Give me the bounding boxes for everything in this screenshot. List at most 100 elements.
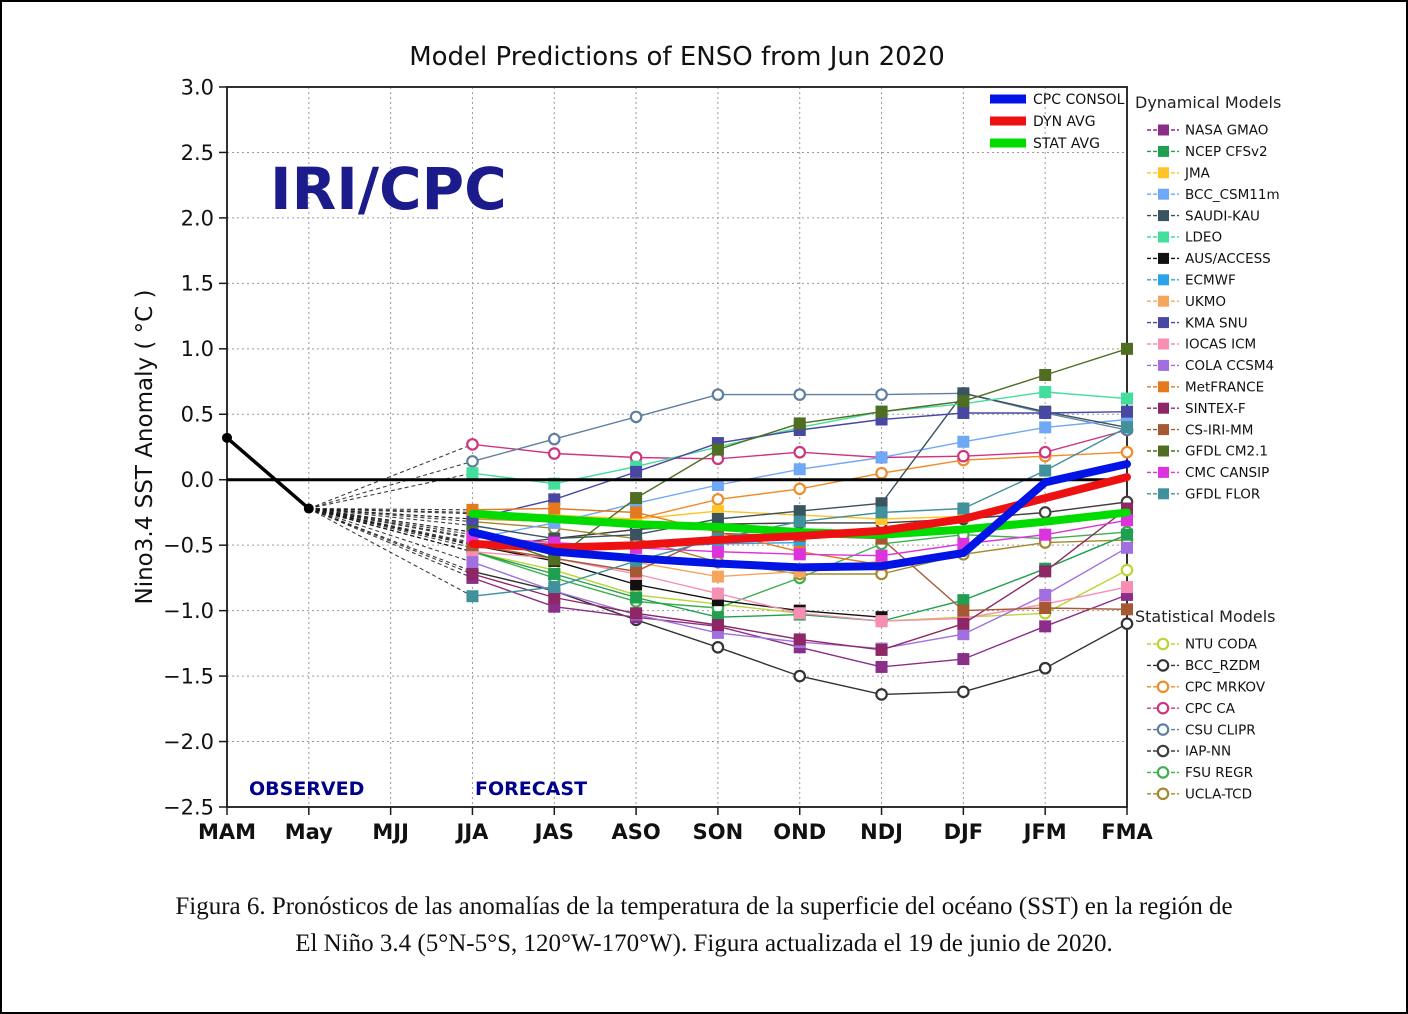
svg-text:ECMWF: ECMWF [1185, 273, 1236, 289]
x-tick-label: MAM [198, 820, 256, 844]
x-tick-label: May [285, 820, 333, 844]
y-tick-label: −2.0 [163, 730, 214, 754]
series-cmc-cansip [466, 514, 1133, 562]
svg-text:GFDL CM2.1: GFDL CM2.1 [1185, 444, 1268, 460]
observed-to-forecast-fan [308, 443, 473, 597]
x-tick-label: MJJ [372, 820, 409, 844]
figure-caption: Figura 6. Pronósticos de las anomalías d… [2, 888, 1406, 962]
enso-plume-chart: −2.5 −2.0 −1.5 −1.0 −0.5 0.0 0.5 1.0 1.5 2.0 2.5 3.… [132, 42, 1281, 844]
observed-label: OBSERVED [249, 778, 364, 800]
svg-text:IOCAS ICM: IOCAS ICM [1185, 337, 1256, 353]
legend-item-saudi-kau: SAUDI-KAU [1147, 208, 1260, 224]
legend-item-ntu-coda: NTU CODA [1147, 637, 1258, 653]
svg-text:MetFRANCE: MetFRANCE [1185, 380, 1264, 396]
chart-title: Model Predictions of ENSO from Jun 2020 [409, 42, 945, 72]
x-tick-label: JJA [455, 820, 490, 844]
statistical-models-legend: Statistical Models NTU CODA BCC_RZDM CPC MR… [1135, 607, 1276, 803]
legend-item-stat-avg: STAT AVG [990, 136, 1100, 152]
svg-text:UKMO: UKMO [1185, 294, 1226, 310]
x-tick-label: DJF [944, 820, 984, 844]
caption-line-2: El Niño 3.4 (5°N-5°S, 120°W-170°W). Figu… [295, 930, 1113, 957]
x-tick-label: NDJ [860, 820, 903, 844]
legend-item-bcc-rzdm: BCC_RZDM [1147, 658, 1260, 674]
svg-text:CPC CA: CPC CA [1185, 701, 1236, 717]
svg-text:BCC_CSM11m: BCC_CSM11m [1185, 187, 1280, 203]
svg-text:IAP-NN: IAP-NN [1185, 744, 1231, 760]
series-kma-snu [466, 405, 1133, 525]
svg-text:LDEO: LDEO [1185, 230, 1222, 246]
legend-item-cpc-consol: CPC CONSOL [990, 92, 1125, 108]
x-tick-label: JFM [1022, 820, 1067, 844]
legend-item-csu-clipr: CSU CLIPR [1147, 722, 1256, 738]
svg-text:KMA SNU: KMA SNU [1185, 315, 1248, 331]
svg-text:JMA: JMA [1184, 166, 1211, 182]
y-tick-label: −0.5 [163, 534, 214, 558]
legend-item-cpc-mrkov: CPC MRKOV [1147, 680, 1266, 696]
legend-item-ncep-cfsv2: NCEP CFSv2 [1147, 144, 1268, 160]
legend-item-sintex-f: SINTEX-F [1147, 401, 1246, 417]
axes: −2.5 −2.0 −1.5 −1.0 −0.5 0.0 0.5 1.0 1.5 2.0 2.5 3.… [163, 75, 1153, 844]
x-tick-label: ASO [611, 820, 660, 844]
legend-item-iocas-icm: IOCAS ICM [1147, 337, 1256, 353]
legend-item-cmc-cansip: CMC CANSIP [1147, 465, 1269, 481]
legend-header: Statistical Models [1135, 607, 1276, 626]
y-axis-label: Nino3.4 SST Anomaly ( °C ) [132, 289, 158, 604]
legend-item-aus-access: AUS/ACCESS [1147, 251, 1271, 267]
y-tick-label: 0.0 [181, 468, 214, 492]
svg-text:CS-IRI-MM: CS-IRI-MM [1185, 422, 1253, 438]
svg-text:NCEP CFSv2: NCEP CFSv2 [1185, 144, 1268, 160]
svg-text:DYN AVG: DYN AVG [1033, 114, 1096, 130]
y-tick-label: 2.0 [181, 206, 214, 230]
x-tick-label: FMA [1101, 820, 1153, 844]
legend-item-ukmo: UKMO [1147, 294, 1226, 310]
y-tick-label: 3.0 [181, 75, 214, 99]
forecast-label: FORECAST [475, 778, 587, 800]
svg-text:SAUDI-KAU: SAUDI-KAU [1185, 208, 1260, 224]
y-tick-label: −1.5 [163, 664, 214, 688]
legend-item-nasa-gmao: NASA GMAO [1147, 123, 1268, 139]
legend-item-gfdl-flor: GFDL FLOR [1147, 487, 1260, 503]
svg-text:GFDL FLOR: GFDL FLOR [1185, 487, 1260, 503]
svg-text:CPC MRKOV: CPC MRKOV [1185, 680, 1266, 696]
y-tick-label: −1.0 [163, 599, 214, 623]
y-tick-label: 1.0 [181, 337, 214, 361]
legend-item-ecmwf: ECMWF [1147, 273, 1236, 289]
y-tick-label: 1.5 [181, 272, 214, 296]
legend-header: Dynamical Models [1135, 93, 1281, 112]
svg-text:CSU CLIPR: CSU CLIPR [1185, 722, 1256, 738]
dynamical-models-legend: Dynamical Models NASA GMAO NCEP CFSv2 JMA BC… [1135, 93, 1281, 503]
avg-line-cpc-consol [468, 460, 1131, 572]
svg-text:AUS/ACCESS: AUS/ACCESS [1185, 251, 1271, 267]
x-tick-label: SON [693, 820, 744, 844]
svg-text:CPC CONSOL: CPC CONSOL [1033, 92, 1125, 108]
legend-item-kma-snu: KMA SNU [1147, 315, 1248, 331]
legend-item-cs-iri-mm: CS-IRI-MM [1147, 422, 1253, 438]
observed-series [222, 432, 314, 514]
averages-legend: CPC CONSOL DYN AVG STAT AVG [990, 92, 1125, 152]
svg-text:FSU REGR: FSU REGR [1185, 765, 1253, 781]
legend-item-cpc-ca: CPC CA [1147, 701, 1236, 717]
legend-item-iap-nn: IAP-NN [1147, 744, 1231, 760]
svg-text:CMC CANSIP: CMC CANSIP [1185, 465, 1269, 481]
legend-item-metfrance: MetFRANCE [1147, 380, 1264, 396]
caption-line-1: Figura 6. Pronósticos de las anomalías d… [175, 893, 1233, 920]
legend-item-jma: JMA [1147, 166, 1211, 182]
x-tick-label: JAS [533, 820, 574, 844]
svg-text:BCC_RZDM: BCC_RZDM [1185, 658, 1260, 674]
y-tick-label: 0.5 [181, 403, 214, 427]
svg-text:STAT AVG: STAT AVG [1033, 136, 1100, 152]
series-cpc-ca [466, 423, 1134, 466]
legend-item-ldeo: LDEO [1147, 230, 1222, 246]
legend-item-fsu-regr: FSU REGR [1147, 765, 1253, 781]
y-tick-label: −2.5 [163, 795, 214, 819]
svg-text:UCLA-TCD: UCLA-TCD [1185, 787, 1252, 803]
svg-text:SINTEX-F: SINTEX-F [1185, 401, 1246, 417]
legend-item-cola-ccsm4: COLA CCSM4 [1147, 358, 1274, 374]
svg-text:NASA GMAO: NASA GMAO [1185, 123, 1268, 139]
svg-text:NTU CODA: NTU CODA [1185, 637, 1258, 653]
legend-item-gfdl-cm2-1: GFDL CM2.1 [1147, 444, 1268, 460]
svg-text:COLA CCSM4: COLA CCSM4 [1185, 358, 1274, 374]
x-tick-label: OND [773, 820, 826, 844]
y-tick-label: 2.5 [181, 141, 214, 165]
